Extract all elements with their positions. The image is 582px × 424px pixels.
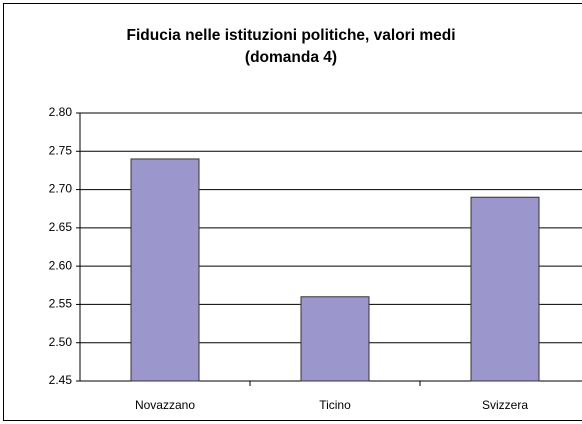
chart-title: Fiducia nelle istituzioni politiche, val… <box>126 27 456 66</box>
y-tick-label: 2.65 <box>49 220 73 234</box>
bar <box>300 296 370 382</box>
bar <box>130 158 200 382</box>
y-tick-label: 2.75 <box>49 143 73 157</box>
y-tick-label: 2.70 <box>49 182 73 196</box>
y-tick-label: 2.45 <box>49 373 73 387</box>
y-tick-label: 2.50 <box>49 335 73 349</box>
y-tick-label: 2.80 <box>49 105 73 119</box>
x-tick-label: Svizzera <box>482 398 528 412</box>
x-tick-label: Novazzano <box>135 398 195 412</box>
y-tick-label: 2.60 <box>49 258 73 272</box>
y-tick-label: 2.55 <box>49 297 73 311</box>
x-tick-label: Ticino <box>319 398 351 412</box>
bar <box>470 196 540 382</box>
